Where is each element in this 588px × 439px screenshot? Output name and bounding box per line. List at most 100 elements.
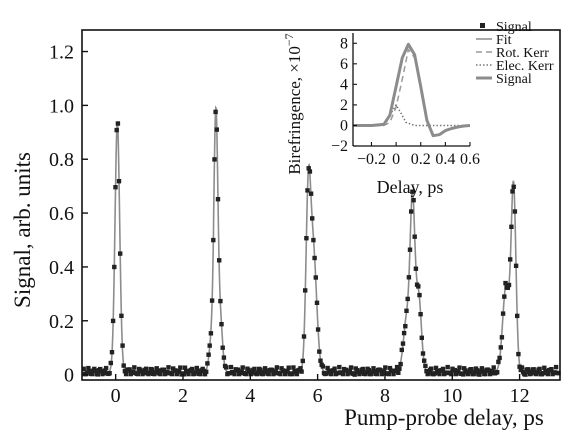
main-signal-point <box>360 366 366 372</box>
main-signal-point <box>483 371 488 377</box>
main-signal-point <box>337 364 342 370</box>
main-signal-point <box>529 371 534 376</box>
main-y-tick-label: 0.8 <box>49 149 74 171</box>
main-x-tick-label: 8 <box>380 385 390 407</box>
main-signal-point <box>445 364 450 370</box>
main-signal-point <box>460 372 466 377</box>
main-signal-point <box>291 365 296 370</box>
main-signal-point <box>433 365 439 371</box>
main-signal-point <box>457 365 462 370</box>
main-signal-point <box>294 371 300 377</box>
main-x-tick-label: 12 <box>510 385 530 407</box>
main-signal-point <box>209 298 215 303</box>
main-signal-point <box>506 282 512 288</box>
main-y-tick-label: 0 <box>64 365 74 387</box>
main-signal-point <box>86 365 91 371</box>
main-signal-point <box>477 372 482 377</box>
main-signal-point <box>303 288 308 293</box>
main-signal-point <box>153 370 158 375</box>
main-signal-point <box>121 363 126 368</box>
main-signal-point <box>422 358 427 363</box>
inset-x-axis-label: Delay, ps <box>377 177 444 197</box>
main-signal-point <box>258 367 263 372</box>
main-signal-point <box>215 197 221 202</box>
main-signal-point <box>107 371 112 376</box>
legend-label: Fit <box>496 33 512 48</box>
inset-y-tick-label: 0 <box>340 117 348 134</box>
main-data-layer <box>81 105 561 377</box>
main-signal-point <box>228 364 234 370</box>
main-signal-point <box>486 368 492 373</box>
main-signal-point <box>399 347 404 353</box>
main-signal-point <box>364 370 369 375</box>
main-signal-point <box>372 369 377 374</box>
main-signal-point <box>410 189 415 194</box>
main-signal-point <box>176 369 182 374</box>
main-signal-point <box>412 234 417 239</box>
main-signal-point <box>118 251 123 256</box>
main-signal-point <box>141 370 146 375</box>
main-signal-point <box>123 371 129 377</box>
inset-y-tick-label: 6 <box>340 56 348 73</box>
main-signal-point <box>131 369 136 375</box>
main-signal-point <box>112 264 117 270</box>
main-signal-point <box>315 327 321 332</box>
main-signal-point <box>383 365 388 370</box>
main-x-tick-label: 0 <box>111 385 121 407</box>
inset-x-tick-label: 0.2 <box>411 151 431 168</box>
main-signal-point <box>119 313 124 318</box>
main-signal-point <box>158 371 163 377</box>
main-signal-point <box>244 371 249 377</box>
main-signal-point <box>358 369 363 375</box>
main-signal-point <box>332 366 337 371</box>
main-signal-point <box>411 198 416 203</box>
legend-label: Signal <box>496 20 532 35</box>
main-signal-point <box>143 366 149 371</box>
main-signal-point <box>498 345 503 350</box>
main-signal-point <box>224 365 229 370</box>
main-signal-point <box>281 368 287 373</box>
main-plot-frame <box>81 29 561 381</box>
main-signal-point <box>328 371 334 377</box>
main-signal-point <box>110 318 116 324</box>
main-signal-point <box>135 371 141 377</box>
main-signal-point <box>165 369 170 375</box>
main-signal-point <box>495 370 500 375</box>
main-signal-point <box>194 365 199 371</box>
main-signal-point <box>312 255 317 261</box>
main-signal-point <box>537 366 542 372</box>
main-signal-point <box>370 369 375 374</box>
main-signal-point <box>519 365 525 370</box>
main-signal-point <box>219 322 224 327</box>
main-signal-point <box>239 369 244 374</box>
main-signal-point <box>201 368 207 374</box>
main-signal-point <box>390 368 395 374</box>
main-signal-point <box>306 166 311 171</box>
main-signal-point <box>149 367 155 372</box>
main-signal-point <box>513 263 519 268</box>
main-signal-point <box>405 296 410 302</box>
main-signal-point <box>511 184 516 189</box>
main-signal-point <box>545 371 551 377</box>
main-signal-point <box>378 368 383 373</box>
main-y-tick-label: 0.2 <box>49 311 74 333</box>
main-signal-point <box>120 343 125 348</box>
main-y-tick-label: 1.2 <box>49 42 74 64</box>
inset-y-tick-label: 8 <box>340 35 348 52</box>
main-signal-point <box>556 371 561 376</box>
main-signal-point <box>553 364 559 370</box>
main-signal-point <box>416 284 421 289</box>
main-signal-point <box>208 331 214 336</box>
main-signal-point <box>394 364 400 370</box>
main-signal-point <box>266 371 271 377</box>
inset-x-tick-label: −0.2 <box>357 151 386 168</box>
main-signal-point <box>417 292 422 298</box>
main-signal-point <box>336 370 341 376</box>
main-signal-point <box>552 370 558 375</box>
main-signal-point <box>517 364 522 369</box>
inset-chart: −0.2 0 0.2 0.4 0.6 −2 0 2 4 6 8 Delay, ps Birefrin… <box>282 20 554 197</box>
main-signal-point <box>387 365 393 371</box>
main-signal-point <box>465 371 470 377</box>
main-signal-point <box>542 365 547 370</box>
